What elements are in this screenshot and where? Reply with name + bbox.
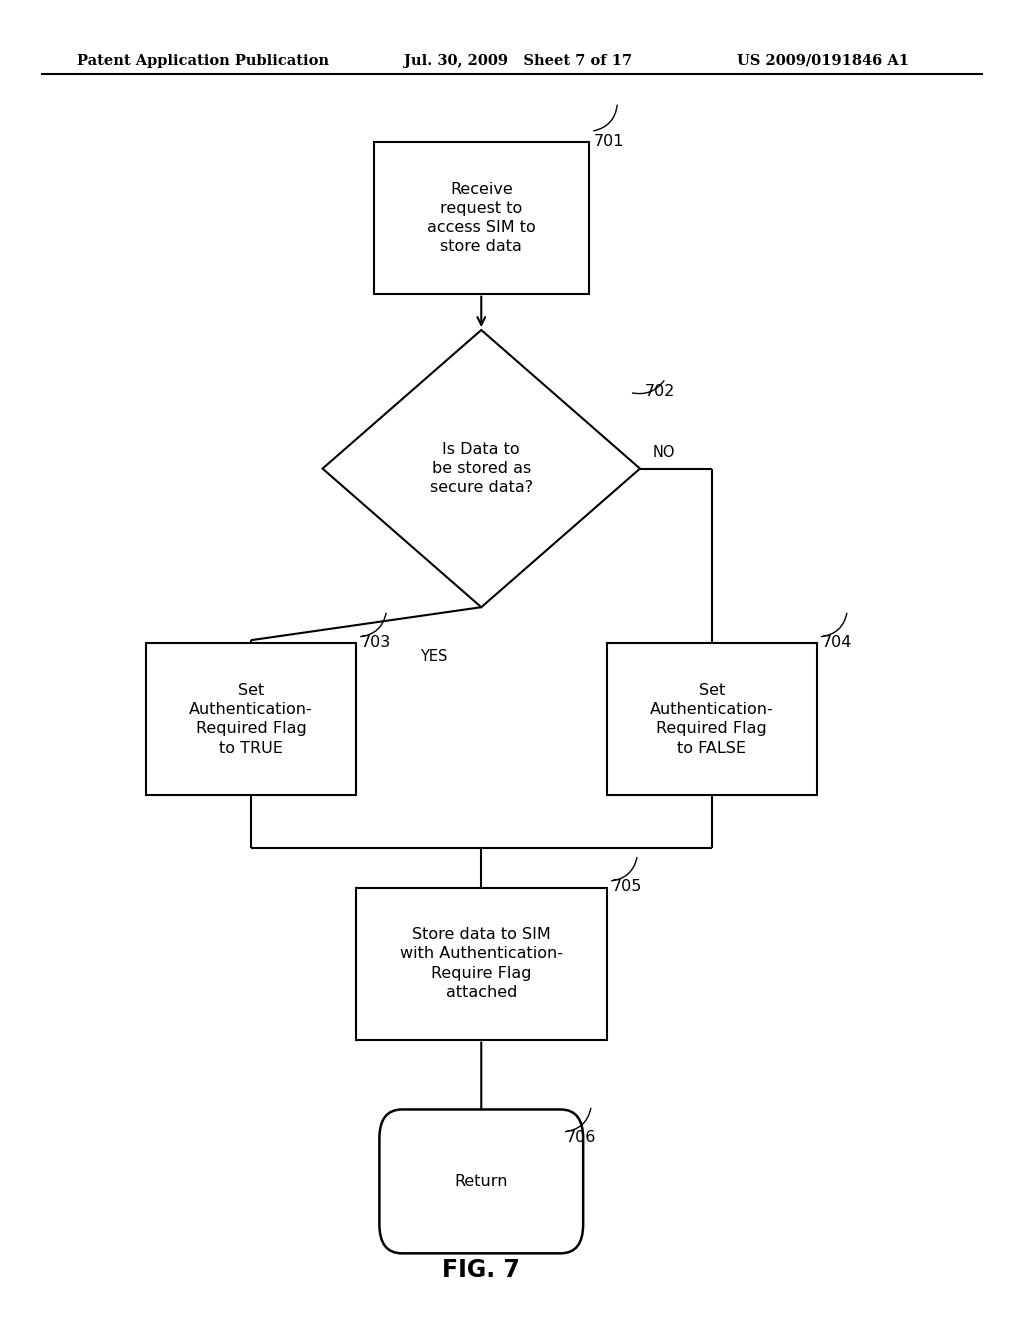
Text: 704: 704: [821, 635, 852, 649]
FancyBboxPatch shape: [356, 887, 606, 1040]
Text: Patent Application Publication: Patent Application Publication: [77, 54, 329, 67]
Text: YES: YES: [420, 649, 447, 664]
FancyBboxPatch shape: [146, 643, 356, 795]
Text: 703: 703: [360, 635, 391, 649]
Text: 705: 705: [612, 879, 642, 895]
Text: Receive
request to
access SIM to
store data: Receive request to access SIM to store d…: [427, 181, 536, 253]
Text: Jul. 30, 2009   Sheet 7 of 17: Jul. 30, 2009 Sheet 7 of 17: [404, 54, 633, 67]
Polygon shape: [323, 330, 640, 607]
Text: FIG. 7: FIG. 7: [442, 1258, 520, 1282]
Text: 706: 706: [565, 1130, 596, 1144]
Text: NO: NO: [652, 445, 675, 461]
Text: Set
Authentication-
Required Flag
to FALSE: Set Authentication- Required Flag to FAL…: [650, 684, 773, 755]
FancyBboxPatch shape: [374, 143, 589, 294]
Text: 701: 701: [594, 133, 625, 149]
Text: Set
Authentication-
Required Flag
to TRUE: Set Authentication- Required Flag to TRU…: [189, 684, 312, 755]
FancyBboxPatch shape: [379, 1109, 583, 1254]
FancyBboxPatch shape: [606, 643, 816, 795]
Text: 702: 702: [645, 384, 676, 399]
Text: US 2009/0191846 A1: US 2009/0191846 A1: [737, 54, 909, 67]
Text: Store data to SIM
with Authentication-
Require Flag
attached: Store data to SIM with Authentication- R…: [399, 927, 563, 1001]
Text: Is Data to
be stored as
secure data?: Is Data to be stored as secure data?: [430, 442, 532, 495]
Text: Return: Return: [455, 1173, 508, 1189]
